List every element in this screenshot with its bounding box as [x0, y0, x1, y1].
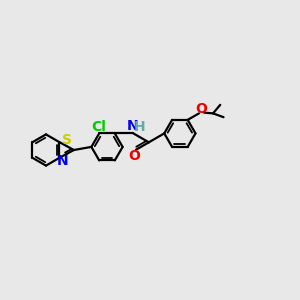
Text: N: N — [57, 154, 69, 168]
Text: N: N — [127, 119, 139, 133]
Text: O: O — [128, 149, 140, 164]
Text: Cl: Cl — [91, 120, 106, 134]
Text: S: S — [62, 133, 72, 147]
Text: H: H — [134, 120, 146, 134]
Text: O: O — [196, 102, 208, 116]
